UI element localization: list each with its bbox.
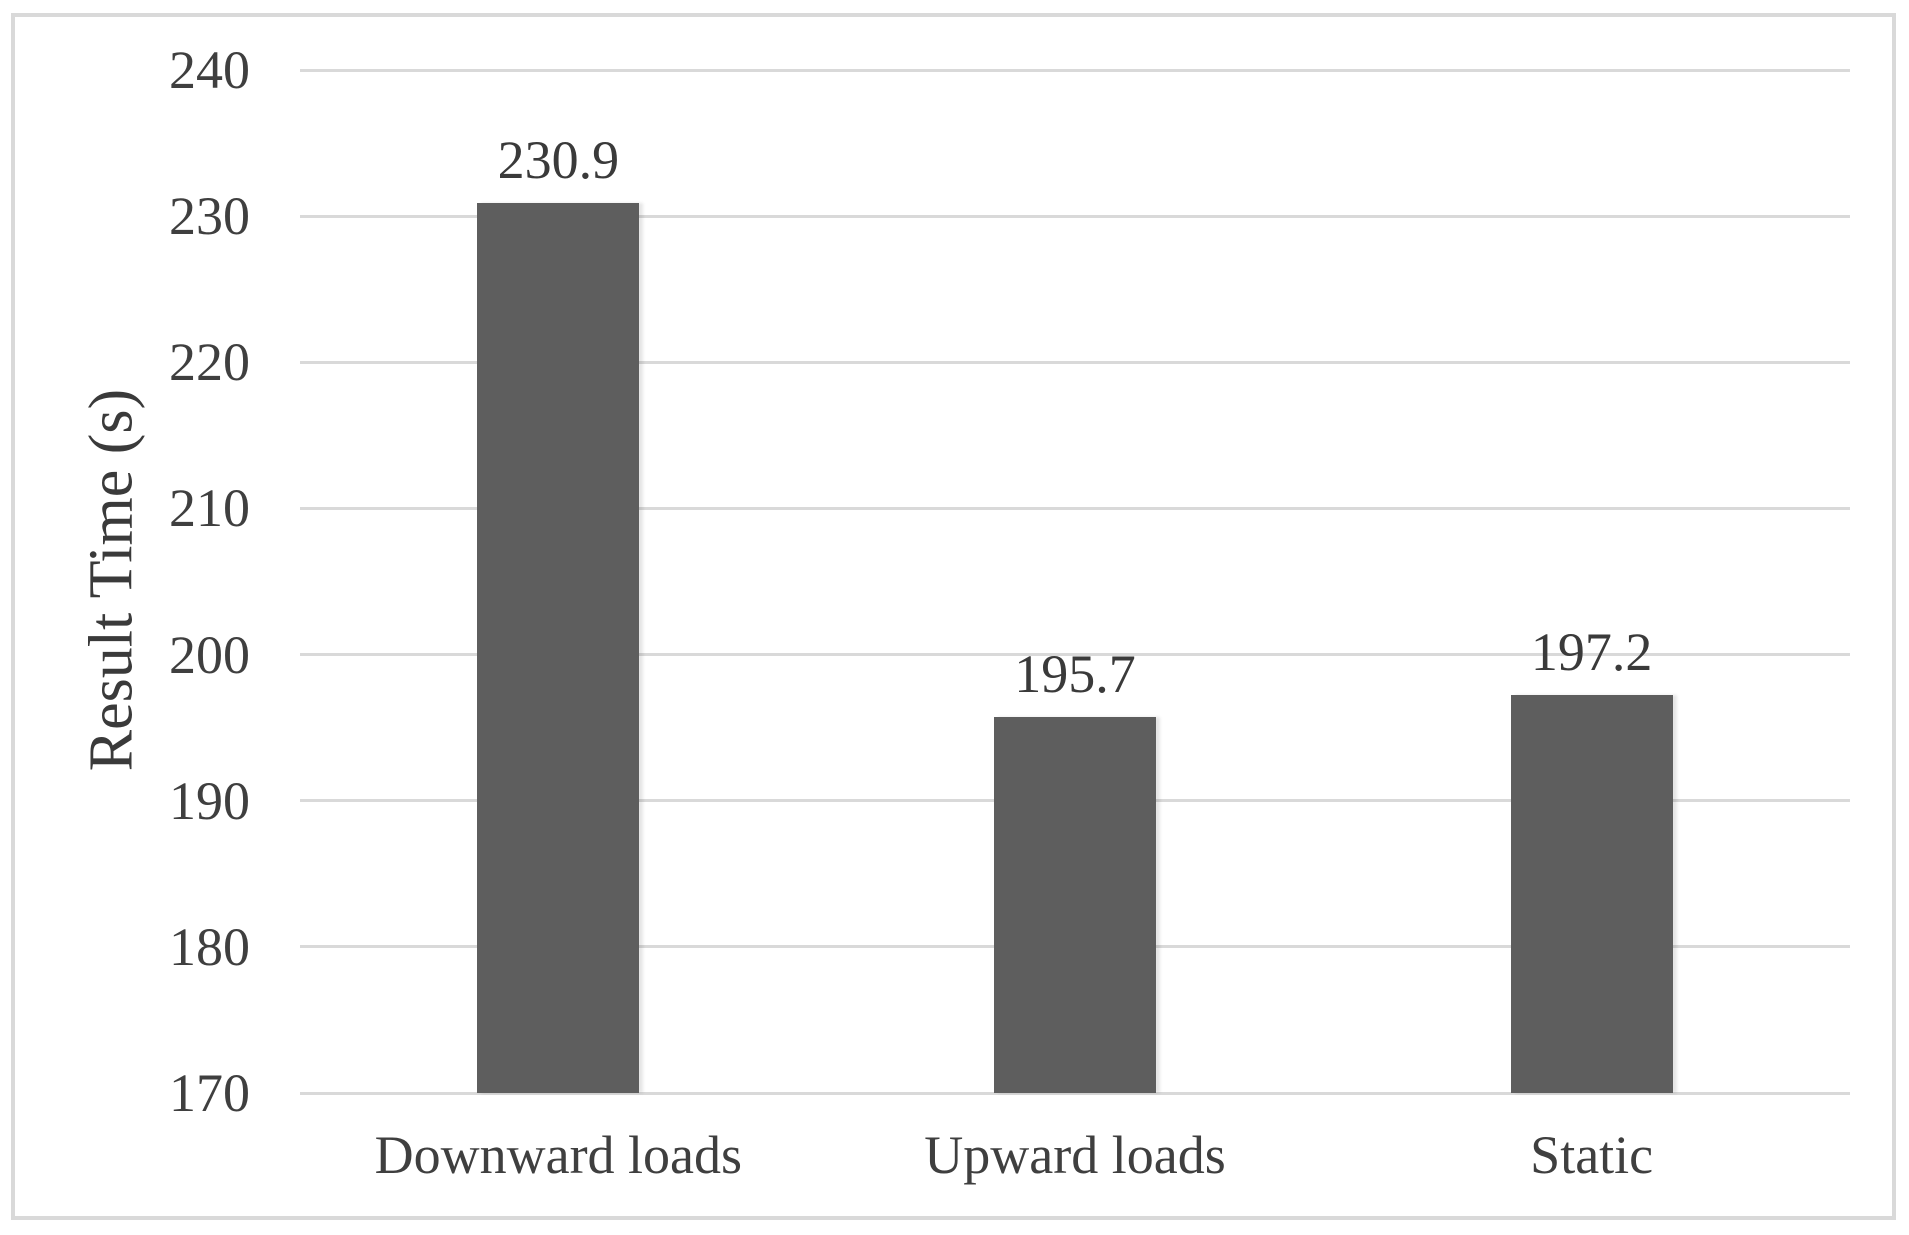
gridline-210 (300, 506, 1850, 510)
gridline-170 (300, 1091, 1850, 1095)
data-label-230.9: 230.9 (497, 129, 620, 190)
y-tick-label-210: 210 (169, 478, 250, 539)
y-tick-label-230: 230 (169, 186, 250, 247)
y-tick-label-240: 240 (169, 40, 250, 100)
y-tick-label-220: 220 (169, 332, 250, 393)
gridline-240 (300, 68, 1850, 72)
data-label-195.7: 195.7 (1014, 644, 1136, 705)
y-axis-title-text: Result Time (s) (77, 388, 146, 772)
gridline-230 (300, 214, 1850, 218)
bar-static (1510, 695, 1673, 1093)
y-tick-label-190: 190 (169, 770, 250, 831)
x-label-static: Static (1530, 1125, 1654, 1185)
bar-downward-loads (477, 202, 640, 1093)
bar-upward-loads (994, 717, 1156, 1093)
gridline-220 (300, 360, 1850, 364)
y-tick-label-170: 170 (169, 1063, 250, 1123)
y-tick-label-180: 180 (169, 916, 250, 977)
y-tick-label-200: 200 (169, 624, 250, 685)
x-label-upward-loads: Upward loads (924, 1125, 1226, 1185)
x-label-downward-loads: Downward loads (374, 1125, 743, 1185)
data-label-197.2: 197.2 (1530, 622, 1653, 683)
gridline-200 (300, 653, 1850, 657)
